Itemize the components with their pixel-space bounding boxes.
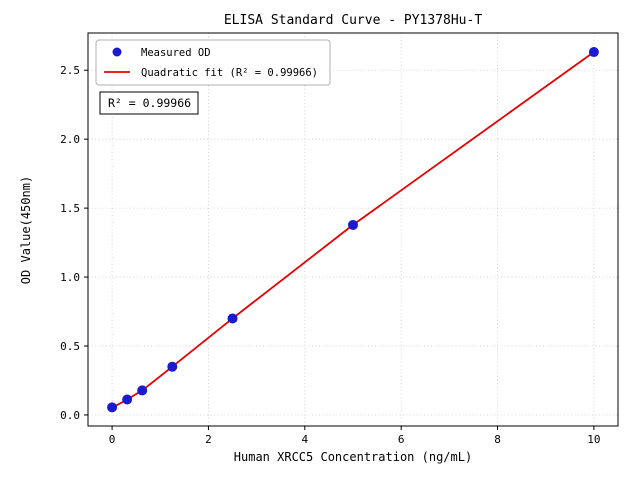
data-point	[122, 394, 133, 405]
y-tick-label: 2.0	[60, 133, 80, 146]
x-tick-label: 0	[109, 433, 116, 446]
chart-title: ELISA Standard Curve - PY1378Hu-T	[224, 13, 482, 28]
r-squared-annotation: R² = 0.99966	[99, 91, 199, 115]
legend-fit-label: Quadratic fit (R² = 0.99966)	[141, 67, 318, 79]
x-tick-label: 6	[398, 433, 405, 446]
legend-box	[95, 39, 331, 86]
y-tick-label: 1.0	[60, 271, 80, 284]
data-point	[348, 219, 358, 230]
x-axis-label: Human XRCC5 Concentration (ng/mL)	[234, 450, 472, 464]
r-squared-annotation-text: R² = 0.99966	[108, 96, 191, 110]
legend-measured-marker	[112, 47, 122, 57]
legend: Measured OD Quadratic fit (R² = 0.99966)	[95, 39, 331, 86]
series-layer	[107, 47, 599, 413]
y-tick-label: 1.5	[60, 202, 80, 215]
data-point	[107, 402, 118, 413]
r-squared-annotation-box	[99, 91, 199, 115]
data-point	[137, 385, 148, 396]
data-point	[227, 313, 238, 324]
plot-frame	[87, 32, 619, 427]
legend-measured-label: Measured OD	[141, 47, 211, 59]
tick-layer: 0 2 4 6 8 10 0.0 0.5 1.0 1.5 2.0 2.5	[60, 64, 600, 446]
data-point	[167, 361, 178, 372]
x-tick-label: 4	[302, 433, 309, 446]
y-axis-label: OD Value(450nm)	[19, 176, 33, 284]
x-tick-label: 8	[494, 433, 501, 446]
y-tick-label: 0.0	[60, 409, 80, 422]
y-tick-label: 2.5	[60, 64, 80, 77]
x-tick-label: 10	[587, 433, 600, 446]
x-tick-label: 2	[205, 433, 212, 446]
data-point	[588, 47, 599, 58]
y-tick-label: 0.5	[60, 340, 80, 353]
